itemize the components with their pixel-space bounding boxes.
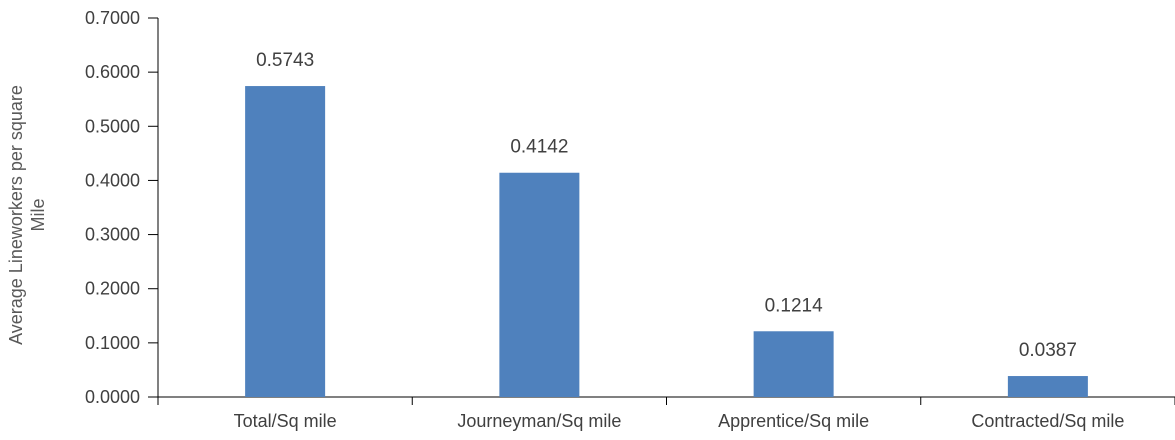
x-category-label: Contracted/Sq mile <box>971 411 1124 431</box>
bar <box>753 331 834 397</box>
y-axis-title-line-2: Mile <box>28 198 48 231</box>
y-axis-title-line-1: Average Lineworkers per square <box>6 85 26 345</box>
y-tick-label: 0.0000 <box>85 387 140 407</box>
bar <box>1007 376 1088 397</box>
y-tick-label: 0.6000 <box>85 62 140 82</box>
x-category-label: Total/Sq mile <box>234 411 337 431</box>
bar <box>499 172 580 397</box>
bar <box>245 86 326 398</box>
data-label: 0.0387 <box>1019 340 1077 361</box>
y-tick-label: 0.2000 <box>85 279 140 299</box>
plot-area: 0.0000 0.1000 0.2000 0.3000 0.4000 0.5000 0.60… <box>85 8 1175 431</box>
data-label: 0.1214 <box>765 295 824 316</box>
data-label: 0.5743 <box>256 50 314 71</box>
y-tick-label: 0.3000 <box>85 225 140 245</box>
y-tick-label: 0.7000 <box>85 8 140 28</box>
y-tick-label: 0.1000 <box>85 333 140 353</box>
x-category-label: Apprentice/Sq mile <box>718 411 869 431</box>
data-label: 0.4142 <box>510 137 568 158</box>
y-tick-label: 0.5000 <box>85 116 140 136</box>
x-category-label: Journeyman/Sq mile <box>457 411 621 431</box>
y-axis-title: Average Lineworkers per square Mile <box>6 85 48 345</box>
y-tick-label: 0.4000 <box>85 170 140 190</box>
